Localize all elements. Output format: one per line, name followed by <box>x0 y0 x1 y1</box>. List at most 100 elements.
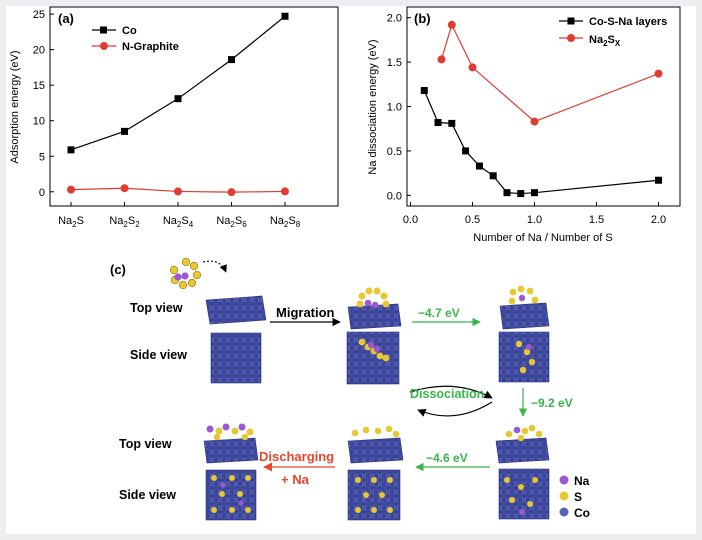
chart-a-point <box>227 188 236 197</box>
chart-a-point <box>228 56 235 64</box>
chart-a-point <box>174 95 182 103</box>
dissociation-arrow-forward <box>409 385 493 399</box>
energy-label-1: −4.7 eV <box>418 306 460 320</box>
chart-a-xtick-label: Na2S <box>58 215 84 229</box>
co-slab-top-3 <box>499 285 550 330</box>
legend-label-cosna: Co-S-Na layers <box>589 16 667 28</box>
legend-s-label: S <box>574 490 582 504</box>
side-view-label-2: Side view <box>119 488 176 502</box>
chart-b: (b) Na dissociation energy (eV) Number o… <box>367 6 681 244</box>
legend-label-na2sx: Na2SX <box>589 34 621 48</box>
chart-b-point <box>654 69 663 78</box>
chart-b-point <box>530 117 539 126</box>
discharging-label: Discharging <box>259 449 334 464</box>
legend-label-ngraphite: N-Graphite <box>122 41 179 53</box>
chart-a-ytick-label: 5 <box>39 151 45 163</box>
chart-b-series <box>420 20 663 198</box>
panel-c-label: (c) <box>110 262 126 277</box>
chart-b-ytick-label: 2.0 <box>387 13 402 25</box>
co-slab-side-6 <box>205 469 257 521</box>
chart-b-xlabel: Number of Na / Number of S <box>473 232 612 244</box>
top-view-label-2: Top view <box>119 437 172 451</box>
legend-marker-cosna <box>567 17 575 25</box>
co-slab-side-4 <box>498 468 550 520</box>
legend-co-label: Co <box>574 506 590 520</box>
chart-a-point <box>281 187 289 196</box>
legend-marker-ngraphite <box>100 42 108 50</box>
chart-b-ytick-label: 0.0 <box>387 190 402 202</box>
chart-a-series-line-0 <box>70 15 286 151</box>
chart-b-point <box>531 189 538 197</box>
chart-b-ytick-label: 1.5 <box>387 57 402 69</box>
plus-na-label: + Na <box>281 472 310 487</box>
chart-a-point <box>120 184 129 193</box>
chart-a-point <box>67 185 75 194</box>
energy-label-3: −4.6 eV <box>426 451 468 465</box>
co-slab-top-4 <box>495 424 550 464</box>
chart-a-point <box>174 187 182 196</box>
legend-marker-co <box>100 26 107 34</box>
co-slab-side-2 <box>346 331 400 385</box>
figure-svg: (a) Adsorption energy (eV) 0 5 10 15 20 25 Na… <box>9 6 681 521</box>
co-slab-top-6 <box>203 423 259 464</box>
chart-b-point <box>475 162 483 170</box>
dissociation-arrow-back <box>417 401 493 417</box>
chart-a-ytick-label: 0 <box>39 187 45 199</box>
co-slab-top-2 <box>347 287 402 330</box>
chart-a-frame <box>49 6 339 207</box>
chart-a-series <box>67 12 289 197</box>
chart-a-ytick-label: 20 <box>33 45 45 57</box>
chart-b-xtick-label: 1.0 <box>527 214 542 226</box>
legend-co-atom <box>559 507 569 517</box>
legend-label-co: Co <box>122 25 137 37</box>
co-slab-side-3 <box>498 331 550 383</box>
chart-a-point <box>281 12 289 20</box>
chart-b-xtick-label: 0.0 <box>403 214 418 226</box>
atom-legend: Na S Co <box>559 474 590 520</box>
na2s-ring-molecule <box>169 257 202 290</box>
legend-marker-na2sx <box>567 34 575 42</box>
chart-b-point <box>503 189 511 197</box>
co-slab-top-1 <box>205 295 267 325</box>
chart-a-xtick-label: Na2S2 <box>109 215 140 229</box>
chart-b-xtick-label: 0.5 <box>465 214 480 226</box>
chart-a-ytick-label: 10 <box>33 116 45 128</box>
top-view-label-1: Top view <box>130 301 183 315</box>
chart-b-point <box>655 176 662 184</box>
chart-b-series-line-1 <box>440 23 659 123</box>
panel-c-schematic: (c) Top view Side view Top view Side vie… <box>110 257 590 521</box>
chart-b-panel-label: (b) <box>414 11 431 26</box>
adsorb-dashed-arrow <box>202 260 227 273</box>
co-slab-side-5 <box>347 469 401 521</box>
legend-s-atom <box>559 491 569 501</box>
chart-b-point <box>420 87 428 95</box>
figure-panel: (a) Adsorption energy (eV) 0 5 10 15 20 25 Na… <box>6 6 696 534</box>
chart-a-point <box>121 127 128 135</box>
chart-b-point <box>468 63 477 72</box>
chart-b-point <box>447 20 456 29</box>
chart-b-legend: Co-S-Na layers Na2SX <box>559 16 667 48</box>
chart-b-ylabel: Na dissociation energy (eV) <box>367 39 379 174</box>
migration-label: Migration <box>276 305 335 320</box>
chart-a-xtick-labels: Na2S Na2S2 Na2S4 Na2S6 Na2S8 <box>58 215 301 229</box>
chart-b-point <box>462 147 470 155</box>
chart-a-point <box>67 146 75 154</box>
chart-b-ytick-label: 0.5 <box>387 146 402 158</box>
chart-b-point <box>489 172 497 180</box>
chart-b-point <box>448 119 456 127</box>
chart-a-xtick-label: Na2S8 <box>270 215 301 229</box>
chart-b-point <box>434 118 442 126</box>
chart-a-legend: Co N-Graphite <box>92 25 179 53</box>
chart-a-ytick-label: 25 <box>33 9 45 21</box>
chart-b-point <box>437 55 446 64</box>
chart-b-xtick-label: 1.5 <box>589 214 604 226</box>
chart-a-ytick-label: 15 <box>33 80 45 92</box>
chart-a-ticks: 0 5 10 15 20 25 <box>33 9 286 206</box>
chart-a-xtick-label: Na2S4 <box>163 215 194 229</box>
chart-a-panel-label: (a) <box>58 11 74 26</box>
chart-b-ticks: 0.0 0.5 1.0 1.5 2.0 0.0 0.5 1.0 1.5 2.0 <box>387 13 666 226</box>
side-view-label-1: Side view <box>130 348 187 362</box>
co-slab-top-5 <box>347 425 404 464</box>
energy-label-2: −9.2 eV <box>531 396 573 410</box>
